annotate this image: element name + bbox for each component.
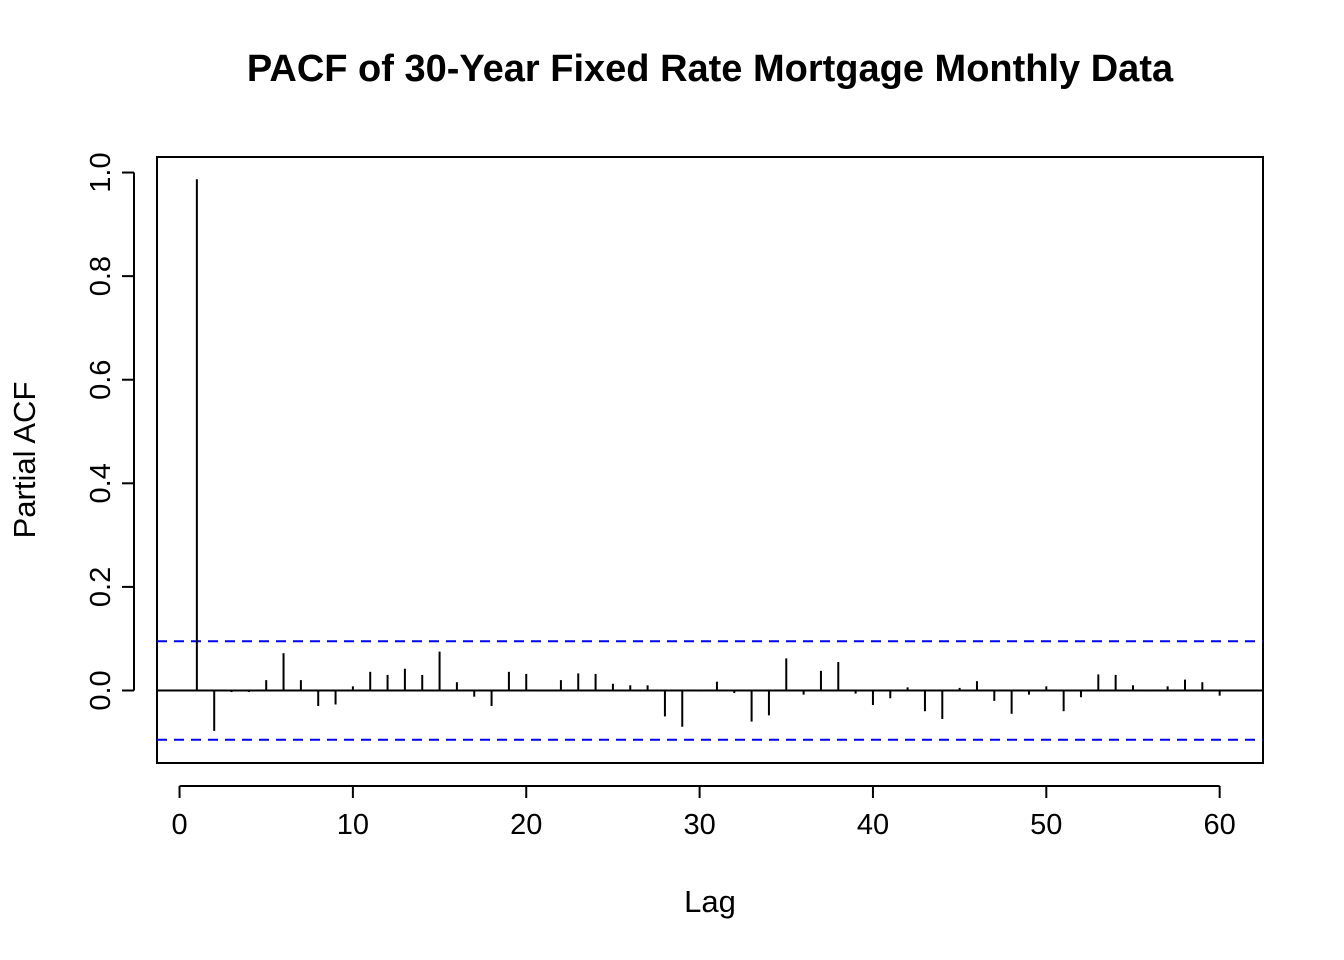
plot-layer: 0 10 20 30 40 50 60 0.0 0.2 0.4 0.6 0.8 1.0	[85, 152, 1264, 841]
x-axis-label: Lag	[684, 884, 736, 919]
x-tick-label: 40	[857, 809, 889, 841]
chart-title: PACF of 30-Year Fixed Rate Mortgage Mont…	[247, 48, 1174, 90]
y-tick-label: 0.6	[85, 360, 117, 400]
plot-frame	[156, 156, 1264, 764]
y-tick-label: 0.0	[85, 670, 117, 710]
x-tick-label: 20	[510, 809, 542, 841]
y-tick-label: 0.4	[85, 463, 117, 503]
x-tick-label: 10	[337, 809, 369, 841]
x-tick-label: 60	[1204, 809, 1236, 841]
y-tick-label: 1.0	[85, 152, 117, 192]
x-tick-label: 30	[683, 809, 715, 841]
x-tick-label: 50	[1030, 809, 1062, 841]
y-axis-label: Partial ACF	[7, 382, 42, 539]
y-tick-label: 0.8	[85, 256, 117, 296]
x-tick-label: 0	[171, 809, 187, 841]
y-tick-label: 0.2	[85, 567, 117, 607]
